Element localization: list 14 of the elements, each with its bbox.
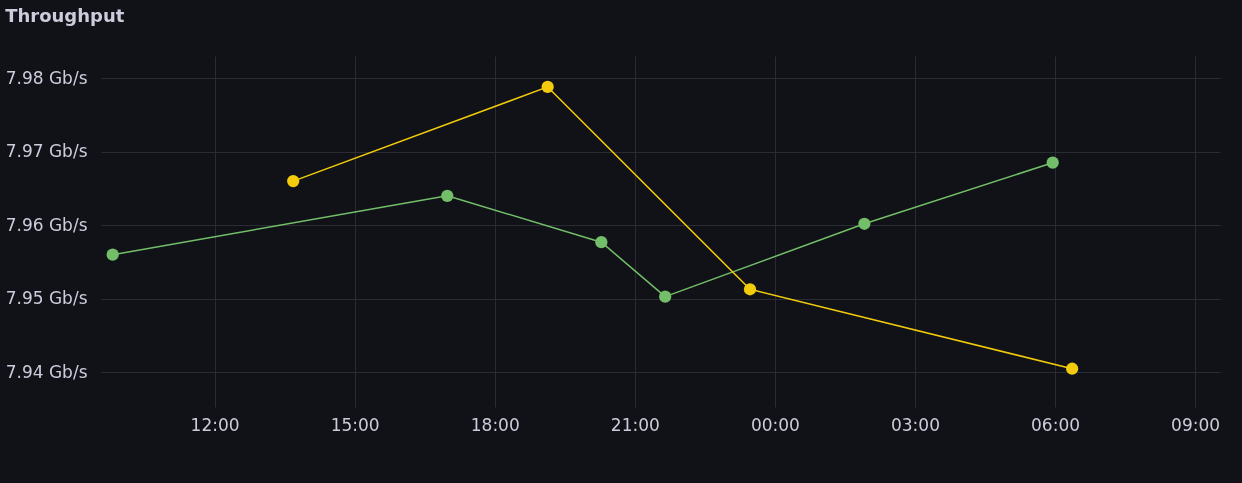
y-tick-label: 7.97 Gb/s bbox=[5, 141, 88, 162]
x-tick-label: 18:00 bbox=[470, 414, 520, 435]
x-tick-label: 03:00 bbox=[890, 414, 940, 435]
y-tick-label: 7.95 Gb/s bbox=[5, 288, 88, 309]
x-tick-label: 06:00 bbox=[1031, 414, 1081, 435]
y-tick-label: 7.96 Gb/s bbox=[5, 214, 88, 235]
x-tick-label: 12:00 bbox=[190, 414, 240, 435]
chart-title: Throughput bbox=[5, 5, 125, 26]
x-tick-label: 00:00 bbox=[750, 414, 800, 435]
y-tick-label: 7.98 Gb/s bbox=[5, 67, 88, 88]
x-tick-label: 09:00 bbox=[1171, 414, 1221, 435]
y-tick-label: 7.94 Gb/s bbox=[5, 361, 88, 382]
x-tick-label: 21:00 bbox=[610, 414, 660, 435]
x-tick-label: 15:00 bbox=[330, 414, 380, 435]
